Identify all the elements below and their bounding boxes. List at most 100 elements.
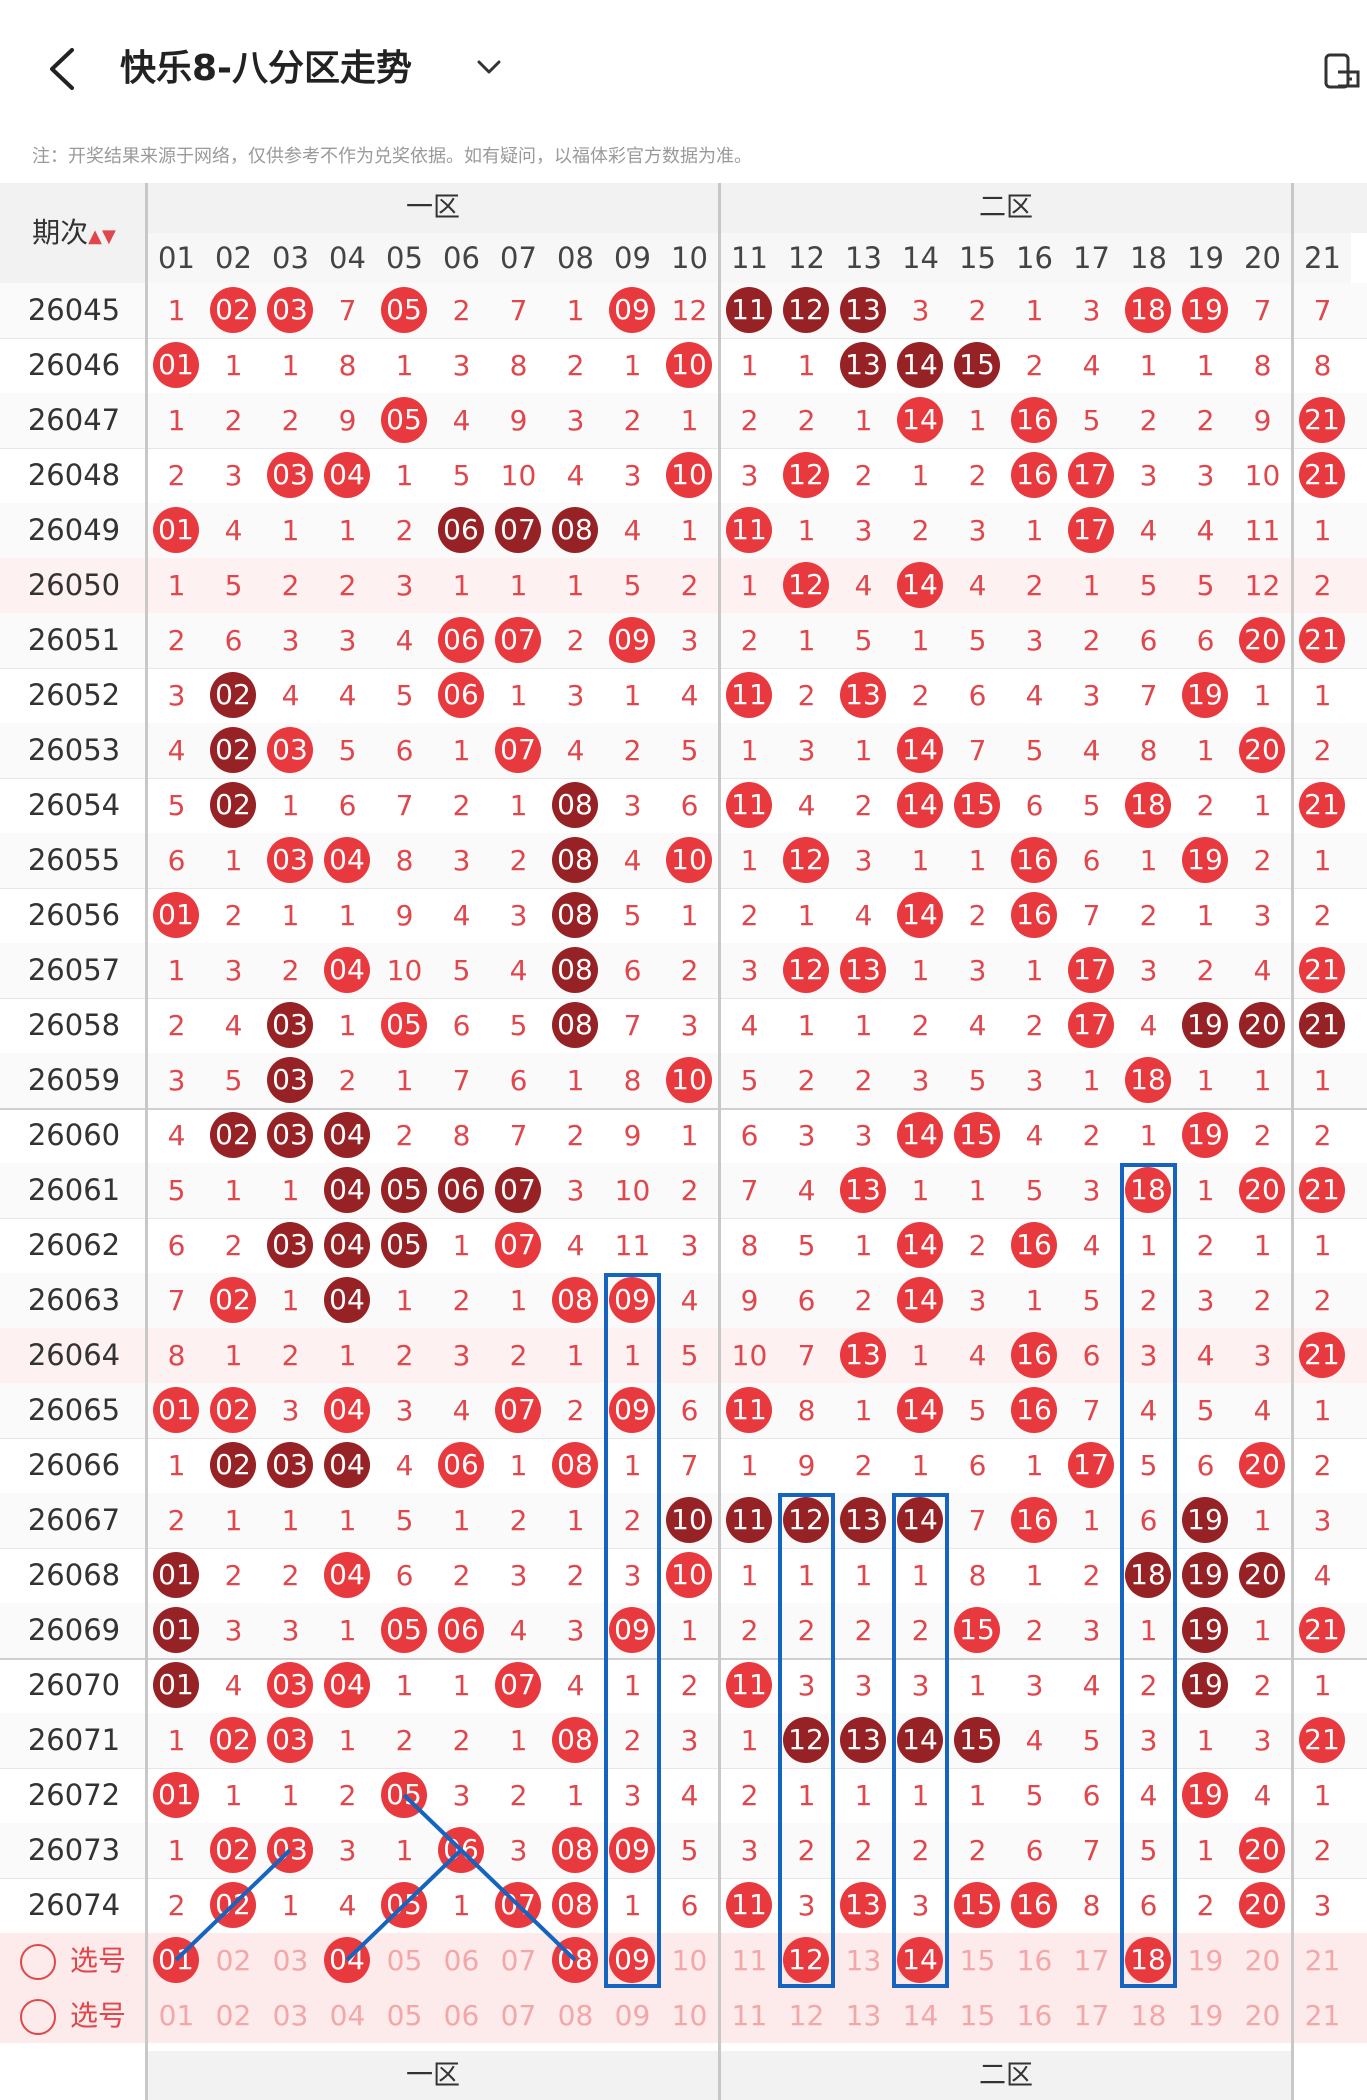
drawn-number-ball: 05	[381, 1607, 427, 1653]
select-row-label[interactable]: 选号	[0, 1988, 148, 2043]
selectable-number[interactable]: 06	[443, 1999, 480, 2032]
drawn-number-ball: 14	[897, 1717, 943, 1763]
miss-count: 1	[281, 899, 300, 932]
drawn-number-ball: 13	[840, 1497, 886, 1543]
miss-count: 2	[1313, 569, 1332, 602]
selectable-number[interactable]: 12	[788, 1999, 825, 2032]
miss-count: 3	[167, 679, 186, 712]
selectable-number[interactable]: 03	[272, 1944, 309, 1977]
selectable-number[interactable]: 18	[1130, 1999, 1167, 2032]
miss-count: 2	[680, 1174, 699, 1207]
miss-count: 3	[854, 514, 873, 547]
select-row-label[interactable]: 选号	[0, 1933, 148, 1988]
layout-toggle-icon[interactable]	[1322, 52, 1362, 92]
selectable-number[interactable]: 15	[959, 1999, 996, 2032]
miss-count: 1	[224, 349, 243, 382]
zone-divider	[718, 183, 721, 2100]
selectable-number[interactable]: 03	[272, 1999, 309, 2032]
drawn-number-ball: 08	[552, 782, 598, 828]
miss-count: 10	[500, 459, 537, 492]
miss-count: 4	[680, 1284, 699, 1317]
radio-circle-icon[interactable]	[20, 1999, 56, 2035]
period-header[interactable]: 期次▲▼	[0, 183, 148, 283]
miss-count: 2	[167, 459, 186, 492]
period-number: 26059	[27, 1063, 121, 1097]
selectable-number[interactable]: 06	[443, 1944, 480, 1977]
miss-count: 3	[1139, 954, 1158, 987]
miss-count: 4	[224, 1669, 243, 1702]
selectable-number[interactable]: 05	[386, 1944, 423, 1977]
miss-count: 4	[1253, 1779, 1272, 1812]
selectable-number[interactable]: 21	[1304, 1944, 1341, 1977]
selectable-number[interactable]: 17	[1073, 1999, 1110, 2032]
selectable-number[interactable]: 10	[671, 1999, 708, 2032]
miss-count: 3	[680, 624, 699, 657]
drawn-number-ball: 14	[897, 1222, 943, 1268]
miss-count: 1	[167, 954, 186, 987]
miss-count: 4	[1139, 1394, 1158, 1427]
selectable-number[interactable]: 04	[329, 1999, 366, 2032]
selectable-number[interactable]: 20	[1244, 1999, 1281, 2032]
drawn-number-ball: 13	[840, 287, 886, 333]
miss-count: 1	[566, 569, 585, 602]
selected-number-ball[interactable]: 14	[897, 1937, 943, 1983]
radio-circle-icon[interactable]	[20, 1944, 56, 1980]
drawn-number-ball: 10	[666, 342, 712, 388]
miss-count: 10	[614, 1174, 651, 1207]
row-divider	[0, 778, 1367, 779]
selectable-number[interactable]: 13	[845, 1944, 882, 1977]
selectable-number[interactable]: 10	[671, 1944, 708, 1977]
drawn-number-ball: 14	[897, 397, 943, 443]
miss-count: 3	[740, 459, 759, 492]
selectable-number[interactable]: 02	[215, 1999, 252, 2032]
column-header: 07	[490, 233, 547, 283]
miss-count: 3	[854, 844, 873, 877]
selectable-number[interactable]: 17	[1073, 1944, 1110, 1977]
selectable-number[interactable]: 11	[731, 1944, 768, 1977]
selected-number-ball[interactable]: 12	[783, 1937, 829, 1983]
selectable-number[interactable]: 01	[158, 1999, 195, 2032]
miss-count: 1	[740, 349, 759, 382]
miss-count: 1	[167, 1834, 186, 1867]
selected-number-ball[interactable]: 18	[1125, 1937, 1171, 1983]
miss-count: 6	[1196, 1449, 1215, 1482]
period-number: 26069	[27, 1613, 121, 1647]
miss-count: 3	[797, 1889, 816, 1922]
selectable-number[interactable]: 19	[1187, 1944, 1224, 1977]
drawn-number-ball: 04	[324, 1552, 370, 1598]
miss-count: 4	[338, 679, 357, 712]
miss-count: 1	[854, 1559, 873, 1592]
selectable-number[interactable]: 16	[1016, 1944, 1053, 1977]
selectable-number[interactable]: 20	[1244, 1944, 1281, 1977]
drawn-number-ball: 08	[552, 892, 598, 938]
miss-count: 7	[338, 294, 357, 327]
selectable-number[interactable]: 19	[1187, 1999, 1224, 2032]
selectable-number[interactable]: 21	[1304, 1999, 1341, 2032]
selectable-number[interactable]: 15	[959, 1944, 996, 1977]
selectable-number[interactable]: 05	[386, 1999, 423, 2032]
selectable-number[interactable]: 16	[1016, 1999, 1053, 2032]
drawn-number-ball: 04	[324, 452, 370, 498]
miss-count: 1	[797, 1009, 816, 1042]
selectable-number[interactable]: 07	[500, 1944, 537, 1977]
selectable-number[interactable]: 09	[614, 1999, 651, 2032]
selectable-number[interactable]: 02	[215, 1944, 252, 1977]
selectable-number[interactable]: 14	[902, 1999, 939, 2032]
selected-number-ball[interactable]: 09	[609, 1937, 655, 1983]
period-number: 26065	[27, 1393, 121, 1427]
miss-count: 2	[1082, 624, 1101, 657]
selectable-number[interactable]: 11	[731, 1999, 768, 2032]
miss-count: 3	[1313, 1504, 1332, 1537]
selectable-number[interactable]: 08	[557, 1999, 594, 2032]
drawn-number-ball: 14	[897, 1497, 943, 1543]
back-arrow-icon[interactable]	[44, 46, 84, 92]
chevron-down-icon[interactable]	[474, 52, 504, 82]
drawn-number-ball: 01	[153, 1772, 199, 1818]
period-number: 26057	[27, 953, 121, 987]
drawn-number-ball: 10	[666, 1057, 712, 1103]
miss-count: 3	[968, 514, 987, 547]
selectable-number[interactable]: 13	[845, 1999, 882, 2032]
miss-count: 2	[854, 1614, 873, 1647]
selectable-number[interactable]: 07	[500, 1999, 537, 2032]
miss-count: 1	[1082, 1064, 1101, 1097]
